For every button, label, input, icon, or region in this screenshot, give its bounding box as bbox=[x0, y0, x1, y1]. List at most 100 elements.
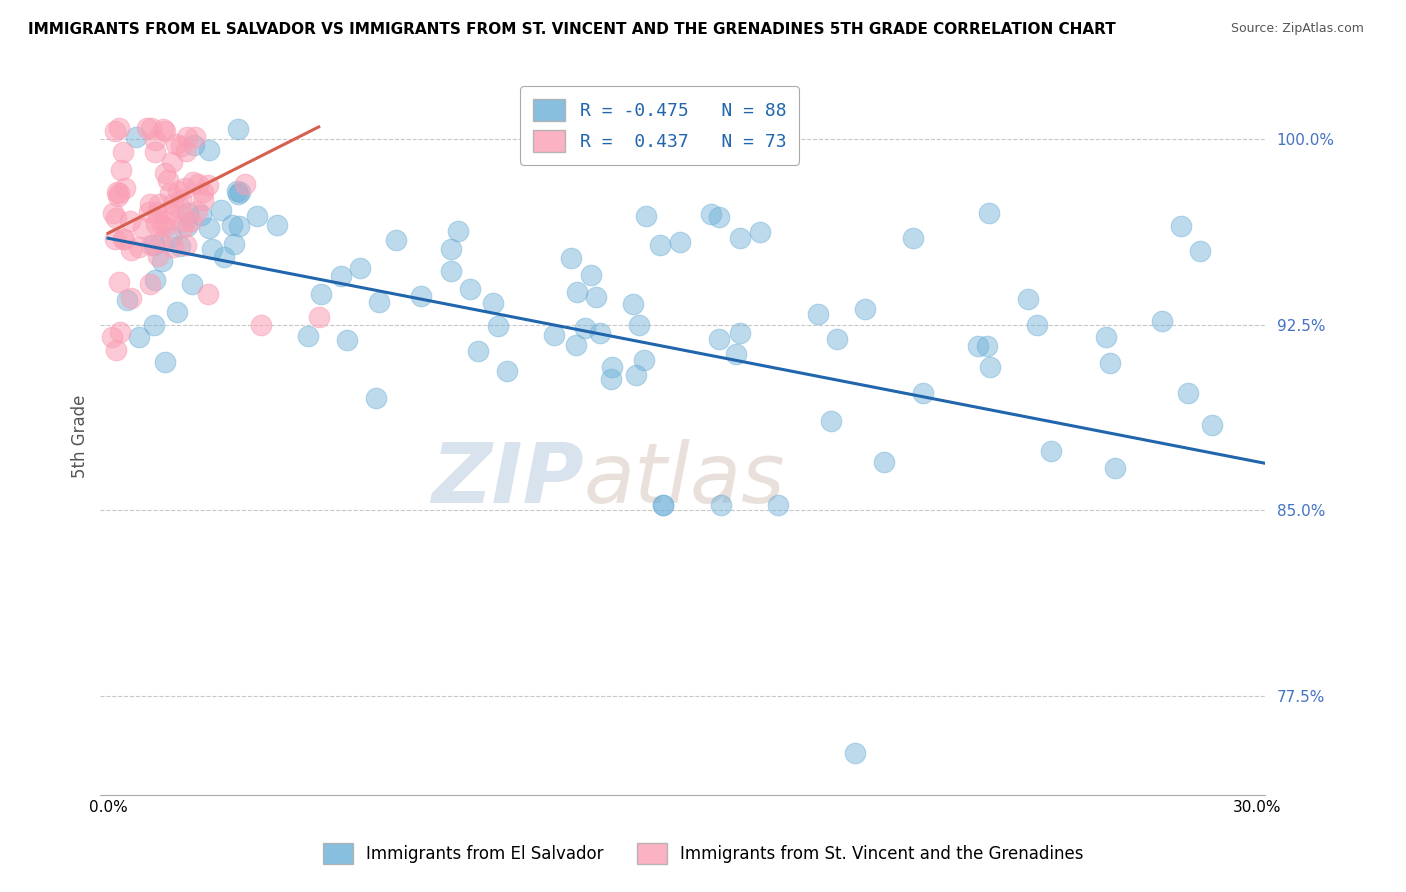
Point bbox=[621, 297, 644, 311]
Point bbox=[600, 360, 623, 375]
Point bbox=[1039, 443, 1062, 458]
Point bbox=[197, 287, 219, 301]
Point bbox=[169, 239, 191, 253]
Text: Source: ZipAtlas.com: Source: ZipAtlas.com bbox=[1230, 22, 1364, 36]
Point bbox=[467, 344, 489, 359]
Point bbox=[120, 243, 142, 257]
Point bbox=[173, 181, 195, 195]
Point bbox=[138, 204, 160, 219]
Point bbox=[911, 386, 934, 401]
Point bbox=[707, 210, 730, 224]
Point bbox=[197, 221, 219, 235]
Point bbox=[145, 217, 167, 231]
Point bbox=[1094, 329, 1116, 343]
Point bbox=[152, 213, 174, 227]
Point bbox=[172, 219, 194, 234]
Point bbox=[633, 353, 655, 368]
Point bbox=[143, 238, 166, 252]
Point bbox=[107, 188, 129, 202]
Point bbox=[440, 242, 463, 256]
Point bbox=[128, 330, 150, 344]
Point bbox=[125, 129, 148, 144]
Point bbox=[246, 210, 269, 224]
Point bbox=[138, 277, 160, 292]
Point bbox=[101, 330, 124, 344]
Point bbox=[153, 124, 176, 138]
Point bbox=[226, 186, 249, 201]
Text: IMMIGRANTS FROM EL SALVADOR VS IMMIGRANTS FROM ST. VINCENT AND THE GRENADINES 5T: IMMIGRANTS FROM EL SALVADOR VS IMMIGRANT… bbox=[28, 22, 1116, 37]
Point bbox=[364, 392, 387, 406]
Point bbox=[1104, 460, 1126, 475]
Point bbox=[143, 145, 166, 159]
Point bbox=[496, 364, 519, 378]
Point bbox=[855, 302, 877, 317]
Point bbox=[1026, 318, 1049, 332]
Point bbox=[730, 326, 752, 341]
Legend: R = -0.475   N = 88, R =  0.437   N = 73: R = -0.475 N = 88, R = 0.437 N = 73 bbox=[520, 87, 799, 165]
Point bbox=[160, 155, 183, 169]
Point bbox=[979, 206, 1001, 220]
Y-axis label: 5th Grade: 5th Grade bbox=[72, 394, 89, 478]
Point bbox=[186, 177, 208, 191]
Point bbox=[152, 122, 174, 136]
Point bbox=[128, 240, 150, 254]
Point bbox=[160, 230, 183, 244]
Point bbox=[181, 277, 204, 291]
Point bbox=[901, 231, 924, 245]
Point bbox=[486, 318, 509, 333]
Point bbox=[132, 221, 155, 235]
Point bbox=[330, 269, 353, 284]
Point bbox=[166, 184, 188, 198]
Point bbox=[700, 207, 723, 221]
Point bbox=[184, 130, 207, 145]
Point bbox=[170, 192, 193, 206]
Point bbox=[197, 178, 219, 192]
Point bbox=[159, 186, 181, 201]
Point bbox=[108, 121, 131, 136]
Point bbox=[768, 499, 790, 513]
Point bbox=[367, 295, 389, 310]
Point bbox=[1201, 418, 1223, 433]
Point bbox=[385, 234, 408, 248]
Point bbox=[589, 326, 612, 340]
Point bbox=[1188, 244, 1211, 258]
Point bbox=[648, 238, 671, 252]
Point bbox=[967, 339, 990, 353]
Point bbox=[564, 337, 586, 351]
Point bbox=[183, 174, 205, 188]
Point bbox=[150, 218, 173, 232]
Point bbox=[197, 143, 219, 157]
Point bbox=[114, 181, 136, 195]
Point bbox=[297, 329, 319, 343]
Point bbox=[229, 185, 252, 199]
Point bbox=[105, 211, 128, 225]
Point bbox=[585, 289, 607, 303]
Point bbox=[108, 275, 131, 289]
Point bbox=[581, 268, 603, 283]
Point bbox=[669, 235, 692, 249]
Point bbox=[138, 197, 160, 211]
Point bbox=[155, 166, 177, 180]
Point bbox=[143, 318, 166, 332]
Point bbox=[458, 282, 481, 296]
Point bbox=[157, 173, 180, 187]
Point bbox=[157, 205, 180, 219]
Point bbox=[214, 250, 236, 264]
Point bbox=[226, 184, 249, 198]
Point bbox=[222, 237, 245, 252]
Point bbox=[1170, 219, 1192, 233]
Point bbox=[105, 186, 128, 200]
Point bbox=[150, 253, 173, 268]
Point bbox=[177, 206, 200, 220]
Point bbox=[979, 359, 1001, 374]
Point bbox=[176, 130, 198, 145]
Point bbox=[707, 332, 730, 346]
Point bbox=[155, 355, 177, 369]
Point bbox=[1099, 356, 1122, 370]
Point bbox=[173, 214, 195, 228]
Point bbox=[336, 333, 359, 347]
Point bbox=[634, 209, 657, 223]
Point bbox=[165, 136, 187, 151]
Point bbox=[148, 197, 170, 211]
Point bbox=[1017, 292, 1039, 306]
